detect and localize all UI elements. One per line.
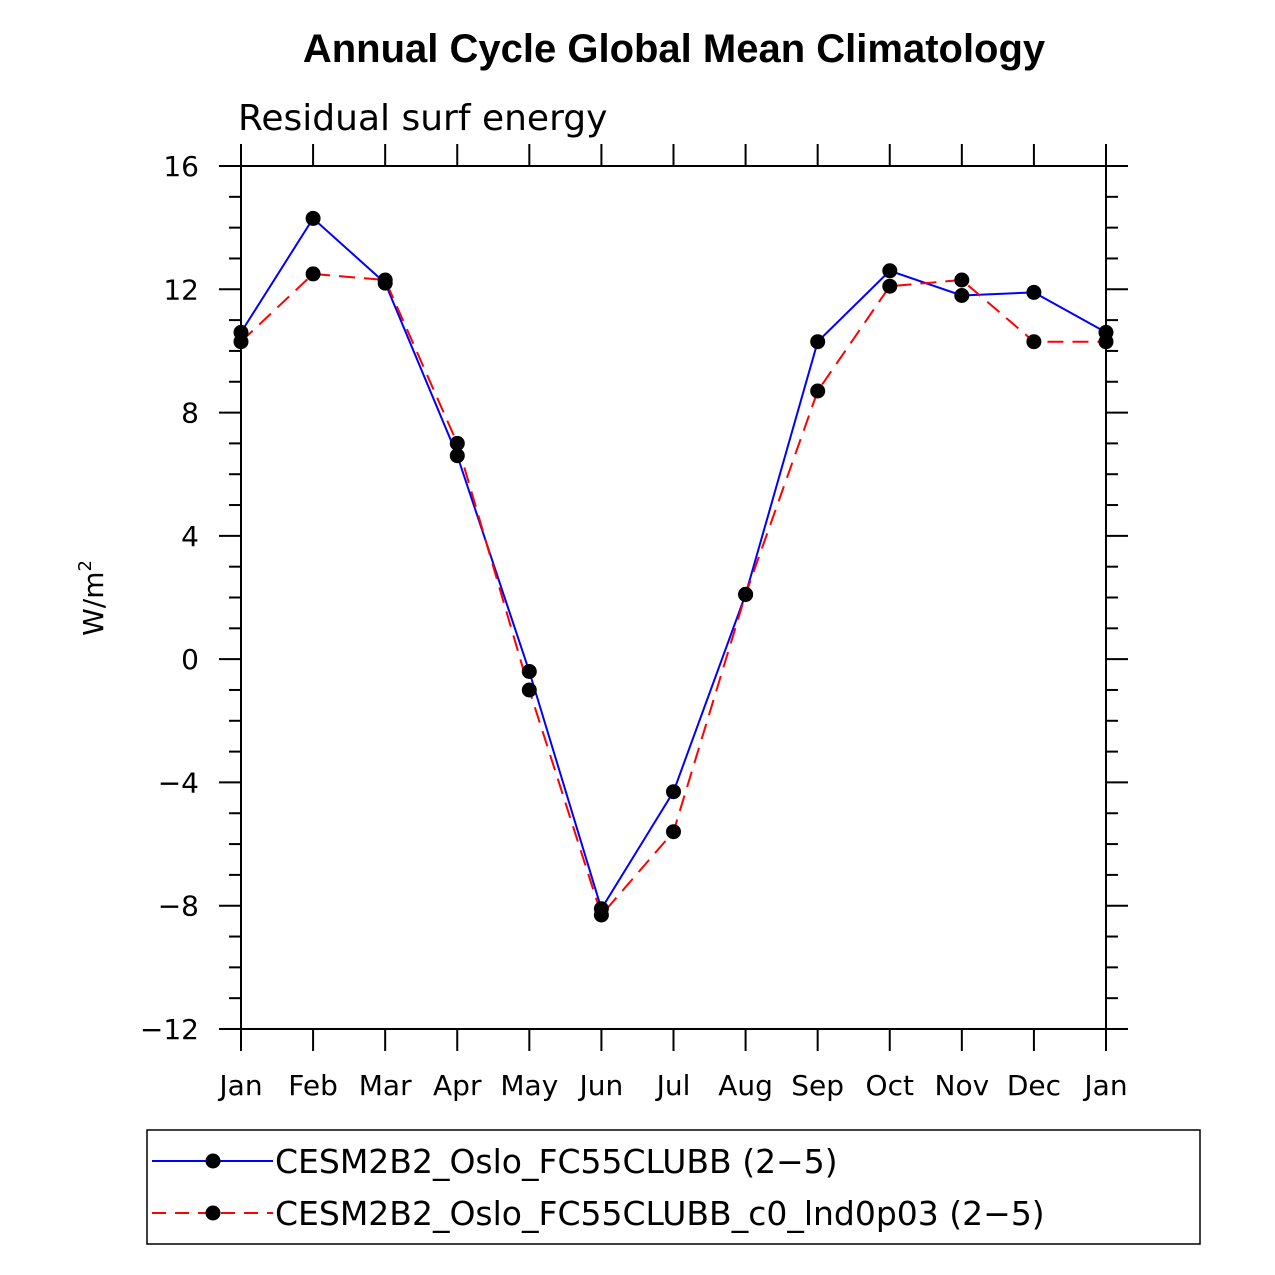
x-tick-label: Mar xyxy=(359,1069,412,1102)
data-point-series-1 xyxy=(449,448,465,464)
data-point-series-2 xyxy=(305,266,321,282)
legend-label-series-2: CESM2B2_Oslo_FC55CLUBB_c0_lnd0p03 (2−5) xyxy=(275,1194,1045,1233)
series-line-2 xyxy=(240,272,1106,918)
legend: CESM2B2_Oslo_FC55CLUBB (2−5) CESM2B2_Osl… xyxy=(146,1129,1201,1245)
data-point-series-2 xyxy=(882,278,898,294)
svg-text:W/m2: W/m2 xyxy=(75,560,110,636)
data-point-series-1 xyxy=(1026,284,1042,300)
data-point-series-2 xyxy=(810,383,826,399)
x-tick-label: May xyxy=(500,1069,558,1102)
x-tick-label: Sep xyxy=(791,1069,844,1102)
x-tick-label: Jul xyxy=(655,1069,691,1102)
y-tick-label: −8 xyxy=(158,890,199,923)
x-tick-label: Nov xyxy=(935,1069,990,1102)
x-tick-label: Jan xyxy=(1082,1069,1127,1102)
data-point-series-2 xyxy=(738,586,754,602)
chart-subtitle: Residual surf energy xyxy=(238,98,607,139)
x-tick-label: Oct xyxy=(866,1069,914,1102)
data-point-series-1 xyxy=(305,210,321,226)
legend-marker-series-1 xyxy=(205,1153,221,1169)
y-axis-label-text: W/m xyxy=(77,572,110,636)
data-point-series-2 xyxy=(593,907,609,923)
y-tick-label: 16 xyxy=(163,150,199,183)
y-tick-label: −12 xyxy=(140,1013,199,1046)
data-point-series-2 xyxy=(521,682,537,698)
data-point-series-1 xyxy=(954,288,970,303)
y-tick-label: 8 xyxy=(181,397,199,430)
legend-marker-series-2 xyxy=(205,1205,221,1221)
chart-title: Annual Cycle Global Mean Climatology xyxy=(303,27,1046,71)
y-axis-label: W/m2 xyxy=(75,560,110,636)
x-tick-labels: Jan Feb Mar Apr May Jun Jul Aug Sep Oct Nov Dec Jan xyxy=(217,1069,1127,1102)
axis-ticks xyxy=(219,144,1128,1051)
data-point-series-2 xyxy=(1026,334,1042,350)
y-tick-label: −4 xyxy=(158,766,199,799)
x-tick-label: Jan xyxy=(217,1069,262,1102)
data-point-series-2 xyxy=(377,272,393,288)
data-point-series-1 xyxy=(521,664,537,679)
y-tick-label: 0 xyxy=(181,643,199,676)
x-tick-label: Aug xyxy=(718,1069,773,1102)
data-point-series-2 xyxy=(1098,334,1114,350)
plot-frame xyxy=(240,165,1107,1030)
data-point-series-2 xyxy=(449,435,465,451)
series-line-1 xyxy=(240,216,1107,912)
y-tick-label: 12 xyxy=(163,273,199,306)
y-tick-label: 4 xyxy=(181,520,199,553)
x-tick-label: Apr xyxy=(433,1069,482,1102)
data-point-series-1 xyxy=(666,784,681,800)
legend-label-series-1: CESM2B2_Oslo_FC55CLUBB (2−5) xyxy=(275,1142,838,1181)
data-point-series-2 xyxy=(666,824,681,840)
series-layer xyxy=(233,210,1114,923)
x-tick-label: Jun xyxy=(578,1069,624,1102)
legend-box xyxy=(146,1129,1201,1245)
y-axis-label-superscript: 2 xyxy=(75,560,96,571)
x-tick-label: Feb xyxy=(288,1069,338,1102)
data-point-series-1 xyxy=(882,263,898,279)
data-point-series-2 xyxy=(954,272,970,288)
data-point-series-1 xyxy=(810,334,826,350)
x-tick-label: Dec xyxy=(1007,1069,1061,1102)
data-point-series-2 xyxy=(233,334,249,350)
y-tick-labels: −12 −8 −4 0 4 8 12 16 xyxy=(140,150,199,1046)
